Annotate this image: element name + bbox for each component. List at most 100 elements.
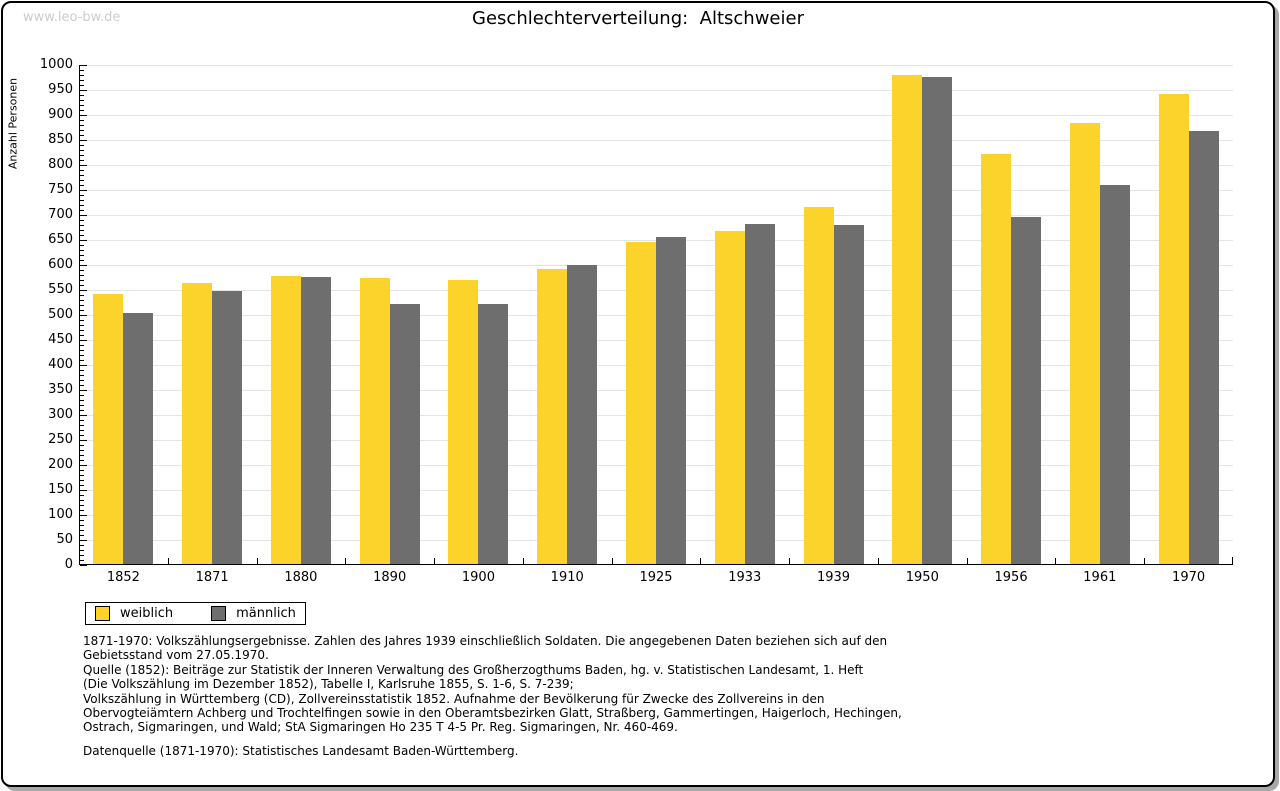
y-minor-tick (80, 320, 84, 321)
x-label-1925: 1925 (639, 570, 673, 585)
note-line: Quelle (1852): Beiträge zur Statistik de… (83, 662, 864, 677)
y-minor-tick (80, 535, 84, 536)
y-minor-tick (80, 100, 84, 101)
y-minor-tick (80, 475, 84, 476)
bar-weiblich-1961 (1069, 123, 1100, 564)
x-label-1900: 1900 (461, 570, 495, 585)
y-minor-tick (80, 255, 84, 256)
y-axis-line (79, 65, 80, 565)
bar-männlich-1910 (567, 264, 598, 564)
x-label-1890: 1890 (373, 570, 407, 585)
y-minor-tick (80, 550, 84, 551)
y-tick-label: 500 (48, 307, 73, 322)
bar-group-1871 (168, 65, 257, 564)
note-line: Obervogteiämtern Achberg und Trochtelfin… (83, 706, 902, 721)
bar-weiblich-1880 (270, 276, 301, 564)
y-minor-tick (80, 355, 84, 356)
y-minor-tick (80, 525, 84, 526)
y-minor-tick (80, 235, 84, 236)
note-line: 1871-1970: Volkszählungsergebnisse. Zahl… (83, 634, 888, 648)
y-major-tick (80, 90, 87, 91)
y-tick-label: 550 (48, 282, 73, 297)
y-minor-tick (80, 310, 84, 311)
y-minor-tick (80, 180, 84, 181)
y-minor-tick (80, 495, 84, 496)
y-tick-label: 950 (48, 82, 73, 97)
y-minor-tick (80, 420, 84, 421)
y-major-tick (80, 465, 87, 466)
y-tick-label: 300 (48, 407, 73, 422)
y-tick-label: 700 (48, 207, 73, 222)
y-minor-tick (80, 500, 84, 501)
x-boundary-tick (789, 558, 791, 564)
y-minor-tick (80, 325, 84, 326)
y-minor-tick (80, 95, 84, 96)
bar-group-1970 (1144, 65, 1233, 564)
bar-weiblich-1925 (625, 241, 656, 564)
y-tick-label: 450 (48, 332, 73, 347)
y-minor-tick (80, 185, 84, 186)
y-minor-tick (80, 150, 84, 151)
y-minor-tick (80, 130, 84, 131)
bar-group-1925 (612, 65, 701, 564)
x-label-1961: 1961 (1083, 570, 1117, 585)
y-minor-tick (80, 400, 84, 401)
y-minor-tick (80, 175, 84, 176)
y-tick-label: 150 (48, 482, 73, 497)
y-tick-label: 400 (48, 357, 73, 372)
y-minor-tick (80, 120, 84, 121)
y-minor-tick (80, 555, 84, 556)
x-boundary-tick (700, 558, 702, 564)
note-line: Volkszählung in Württemberg (CD), Zollve… (83, 691, 825, 706)
x-boundary-tick (1055, 558, 1057, 564)
x-boundary-tick (345, 558, 347, 564)
bar-weiblich-1910 (537, 269, 568, 564)
y-major-tick (80, 115, 87, 116)
y-minor-tick (80, 205, 84, 206)
y-major-tick (80, 140, 87, 141)
note-line: Ostrach, Sigmaringen, und Wald; StA Sigm… (83, 720, 678, 735)
legend-swatch-weiblich-icon (95, 606, 110, 621)
y-minor-tick (80, 285, 84, 286)
y-tick-label: 200 (48, 457, 73, 472)
y-minor-tick (80, 455, 84, 456)
y-minor-tick (80, 520, 84, 521)
x-label-1933: 1933 (728, 570, 762, 585)
y-gridline (80, 90, 1233, 91)
y-minor-tick (80, 70, 84, 71)
bar-männlich-1852 (123, 313, 154, 564)
y-minor-tick (80, 375, 84, 376)
y-major-tick (80, 65, 87, 66)
y-minor-tick (80, 170, 84, 171)
legend-swatch-maennlich-icon (211, 606, 227, 621)
x-boundary-tick (611, 558, 613, 564)
y-tick-label: 650 (48, 232, 73, 247)
y-minor-tick (80, 300, 84, 301)
legend-label-maennlich: männlich (236, 606, 296, 621)
y-minor-tick (80, 560, 84, 561)
y-tick-label: 900 (48, 107, 73, 122)
y-tick-label: 250 (48, 432, 73, 447)
y-gridline (80, 65, 1233, 66)
y-tick-label: 850 (48, 132, 73, 147)
y-tick-label: 0 (64, 557, 73, 572)
y-minor-tick (80, 275, 84, 276)
y-minor-tick (80, 505, 84, 506)
y-minor-tick (80, 295, 84, 296)
y-major-tick (80, 415, 87, 416)
bar-männlich-1925 (655, 236, 686, 564)
y-major-tick (80, 290, 87, 291)
y-minor-tick (80, 350, 84, 351)
bar-männlich-1880 (300, 277, 331, 564)
bar-group-1950 (878, 65, 967, 564)
y-major-tick (80, 240, 87, 241)
y-minor-tick (80, 360, 84, 361)
y-minor-tick (80, 405, 84, 406)
y-major-tick (80, 165, 87, 166)
bar-group-1890 (345, 65, 434, 564)
y-minor-tick (80, 450, 84, 451)
bar-group-1880 (257, 65, 346, 564)
y-minor-tick (80, 155, 84, 156)
y-gridline (80, 215, 1233, 216)
y-minor-tick (80, 330, 84, 331)
